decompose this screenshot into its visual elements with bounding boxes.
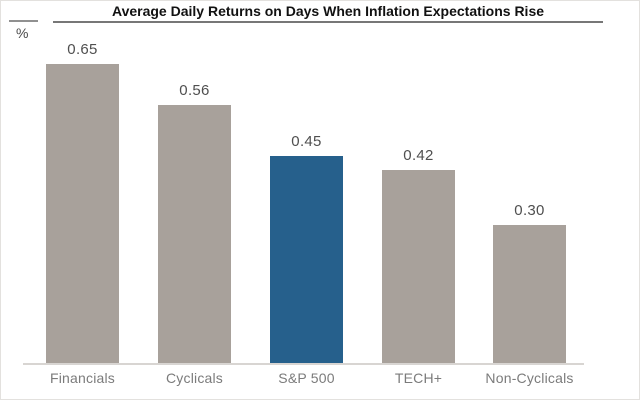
- title-underline: [53, 21, 603, 23]
- bar-financials: [46, 64, 119, 364]
- bar-value-label-non-cyclicals: 0.30: [514, 202, 545, 219]
- bar-tech: [382, 170, 455, 364]
- bar-value-label-tech: 0.42: [403, 147, 434, 164]
- category-label-cyclicals: Cyclicals: [165, 370, 224, 386]
- x-axis-line: [23, 363, 584, 365]
- bar-s-p-500: [270, 156, 343, 364]
- y-axis-top-rule: [9, 20, 38, 22]
- chart-title: Average Daily Returns on Days When Infla…: [111, 3, 545, 19]
- bar-cyclicals: [158, 105, 231, 364]
- bar-value-label-financials: 0.65: [67, 41, 98, 58]
- y-axis-unit-label: %: [16, 25, 29, 41]
- bar-non-cyclicals: [493, 225, 566, 364]
- bar-value-label-cyclicals: 0.56: [179, 82, 210, 99]
- category-label-tech: TECH+: [394, 370, 443, 386]
- bar-value-label-s-p-500: 0.45: [291, 133, 322, 150]
- category-label-s-p-500: S&P 500: [278, 370, 335, 386]
- category-label-financials: Financials: [49, 370, 116, 386]
- category-label-non-cyclicals: Non-Cyclicals: [485, 370, 574, 386]
- chart-title-block: Average Daily Returns on Days When Infla…: [53, 3, 603, 23]
